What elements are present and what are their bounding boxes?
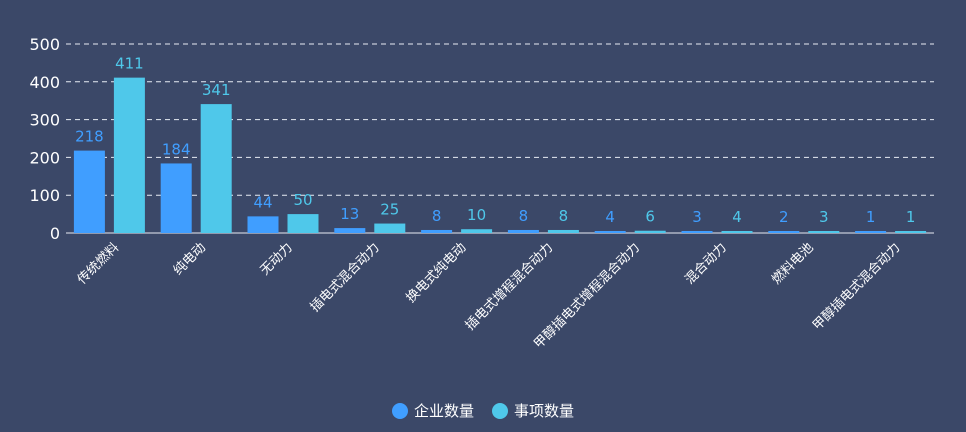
data-label: 4 bbox=[732, 208, 742, 226]
y-tick-label: 0 bbox=[50, 224, 60, 243]
bar-enterprise[interactable] bbox=[334, 228, 366, 233]
data-label: 1 bbox=[906, 208, 916, 226]
x-tick-label: 混合动力 bbox=[682, 240, 729, 287]
x-tick-label: 换电式纯电动 bbox=[404, 240, 470, 306]
y-tick-label: 500 bbox=[29, 35, 60, 54]
bars bbox=[73, 77, 927, 234]
x-tick-label: 插电式混合动力 bbox=[308, 240, 383, 315]
bar-enterprise[interactable] bbox=[421, 229, 453, 233]
data-label: 3 bbox=[819, 208, 829, 226]
y-tick-label: 200 bbox=[29, 148, 60, 167]
bar-matter[interactable] bbox=[721, 231, 753, 233]
data-label: 50 bbox=[293, 191, 312, 209]
data-label: 2 bbox=[779, 208, 789, 226]
y-axis-ticks: 0 100 200 300 400 500 bbox=[29, 35, 60, 243]
data-label: 1 bbox=[866, 208, 876, 226]
bar-enterprise[interactable] bbox=[160, 163, 192, 233]
bar-matter[interactable] bbox=[374, 223, 406, 233]
data-labels: 218 411 184 341 44 50 13 25 8 10 8 8 4 6 3 4 2 3 1 1 bbox=[75, 55, 915, 226]
bar-matter[interactable] bbox=[547, 229, 579, 233]
legend-label: 事项数量 bbox=[514, 402, 574, 420]
legend[interactable]: 企业数量 事项数量 bbox=[392, 402, 574, 420]
legend-item-enterprise[interactable]: 企业数量 bbox=[392, 402, 474, 420]
x-tick-label: 甲醇插电式混合动力 bbox=[809, 240, 903, 334]
data-label: 8 bbox=[559, 207, 569, 225]
bar-matter[interactable] bbox=[895, 231, 927, 233]
grid-lines bbox=[66, 43, 934, 234]
x-tick-label: 无动力 bbox=[258, 240, 296, 278]
data-label: 25 bbox=[380, 201, 399, 219]
bar-matter[interactable] bbox=[461, 229, 493, 233]
x-tick-label: 燃料电池 bbox=[769, 240, 817, 288]
bar-enterprise[interactable] bbox=[507, 229, 539, 233]
data-label: 341 bbox=[202, 81, 231, 99]
data-label: 3 bbox=[692, 208, 702, 226]
data-label: 6 bbox=[645, 208, 655, 226]
bar-enterprise[interactable] bbox=[681, 231, 713, 233]
bar-enterprise[interactable] bbox=[855, 231, 887, 233]
bar-matter[interactable] bbox=[287, 214, 319, 233]
bar-enterprise[interactable] bbox=[594, 231, 626, 233]
data-label: 411 bbox=[115, 55, 144, 73]
data-label: 44 bbox=[253, 193, 272, 211]
legend-marker-icon bbox=[392, 403, 408, 419]
data-label: 218 bbox=[75, 128, 104, 146]
bar-matter[interactable] bbox=[808, 231, 840, 233]
data-label: 184 bbox=[162, 140, 191, 158]
bar-enterprise[interactable] bbox=[768, 231, 800, 233]
bar-matter[interactable] bbox=[200, 104, 232, 234]
data-label: 13 bbox=[340, 205, 359, 223]
legend-item-matter[interactable]: 事项数量 bbox=[492, 402, 574, 420]
bar-matter[interactable] bbox=[634, 230, 666, 233]
y-tick-label: 300 bbox=[29, 111, 60, 130]
x-tick-label: 插电式增程混合动力 bbox=[463, 240, 556, 333]
x-tick-label: 传统燃料 bbox=[74, 240, 122, 288]
legend-marker-icon bbox=[492, 403, 508, 419]
bar-enterprise[interactable] bbox=[73, 150, 105, 233]
data-label: 8 bbox=[432, 207, 442, 225]
y-tick-label: 100 bbox=[29, 186, 60, 205]
legend-label: 企业数量 bbox=[414, 402, 474, 420]
data-label: 8 bbox=[519, 207, 529, 225]
y-tick-label: 400 bbox=[29, 73, 60, 92]
x-axis-ticks: 传统燃料 纯电动 无动力 插电式混合动力 换电式纯电动插电式增程混合动力甲醇插电式增程混… bbox=[74, 240, 903, 352]
data-label: 4 bbox=[605, 208, 615, 226]
bar-matter[interactable] bbox=[113, 77, 145, 233]
bar-enterprise[interactable] bbox=[247, 216, 279, 233]
x-tick-label: 纯电动 bbox=[171, 240, 209, 278]
data-label: 10 bbox=[467, 206, 486, 224]
